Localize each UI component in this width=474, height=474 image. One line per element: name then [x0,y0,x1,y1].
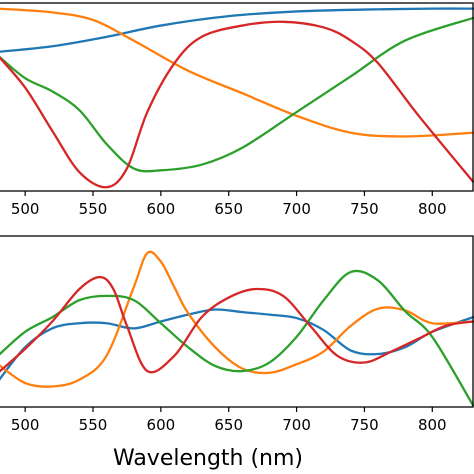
top-x-tick-label: 750 [350,200,379,218]
bottom-x-tick-label: 550 [79,416,108,434]
bottom-series-line-3 [0,269,474,407]
top-plot-frame [0,2,474,192]
bottom-series-line-4 [0,275,474,374]
bottom-series-line-1 [0,308,474,381]
top-x-tick-label: 500 [11,200,40,218]
top-series-line-1 [0,7,474,53]
top-x-tick-label: 650 [214,200,243,218]
top-series-line-2 [0,7,474,138]
top-series-line-4 [0,20,474,189]
bottom-x-tick-label: 500 [11,416,40,434]
top-x-tick-label: 550 [79,200,108,218]
top-plot-panel: 500 550 600 650 700 750 800 [0,2,474,218]
bottom-x-ticks: 500 550 600 650 700 750 800 [11,407,447,434]
bottom-x-tick-label: 600 [147,416,176,434]
bottom-x-tick-label: 800 [418,416,447,434]
bottom-series-layer [0,250,474,407]
top-x-tick-label: 800 [418,200,447,218]
top-x-ticks: 500 550 600 650 700 750 800 [11,191,447,218]
bottom-plot-frame [0,235,474,408]
top-series-layer [0,7,474,189]
bottom-x-tick-label: 650 [214,416,243,434]
top-x-tick-label: 700 [282,200,311,218]
top-x-tick-label: 600 [147,200,176,218]
bottom-series-line-2 [0,250,474,388]
bottom-x-tick-label: 750 [350,416,379,434]
top-series-line-3 [0,16,474,173]
bottom-x-tick-label: 700 [282,416,311,434]
x-axis-title: Wavelength (nm) [113,446,303,471]
bottom-plot-panel: 500 550 600 650 700 750 800 [0,235,474,434]
